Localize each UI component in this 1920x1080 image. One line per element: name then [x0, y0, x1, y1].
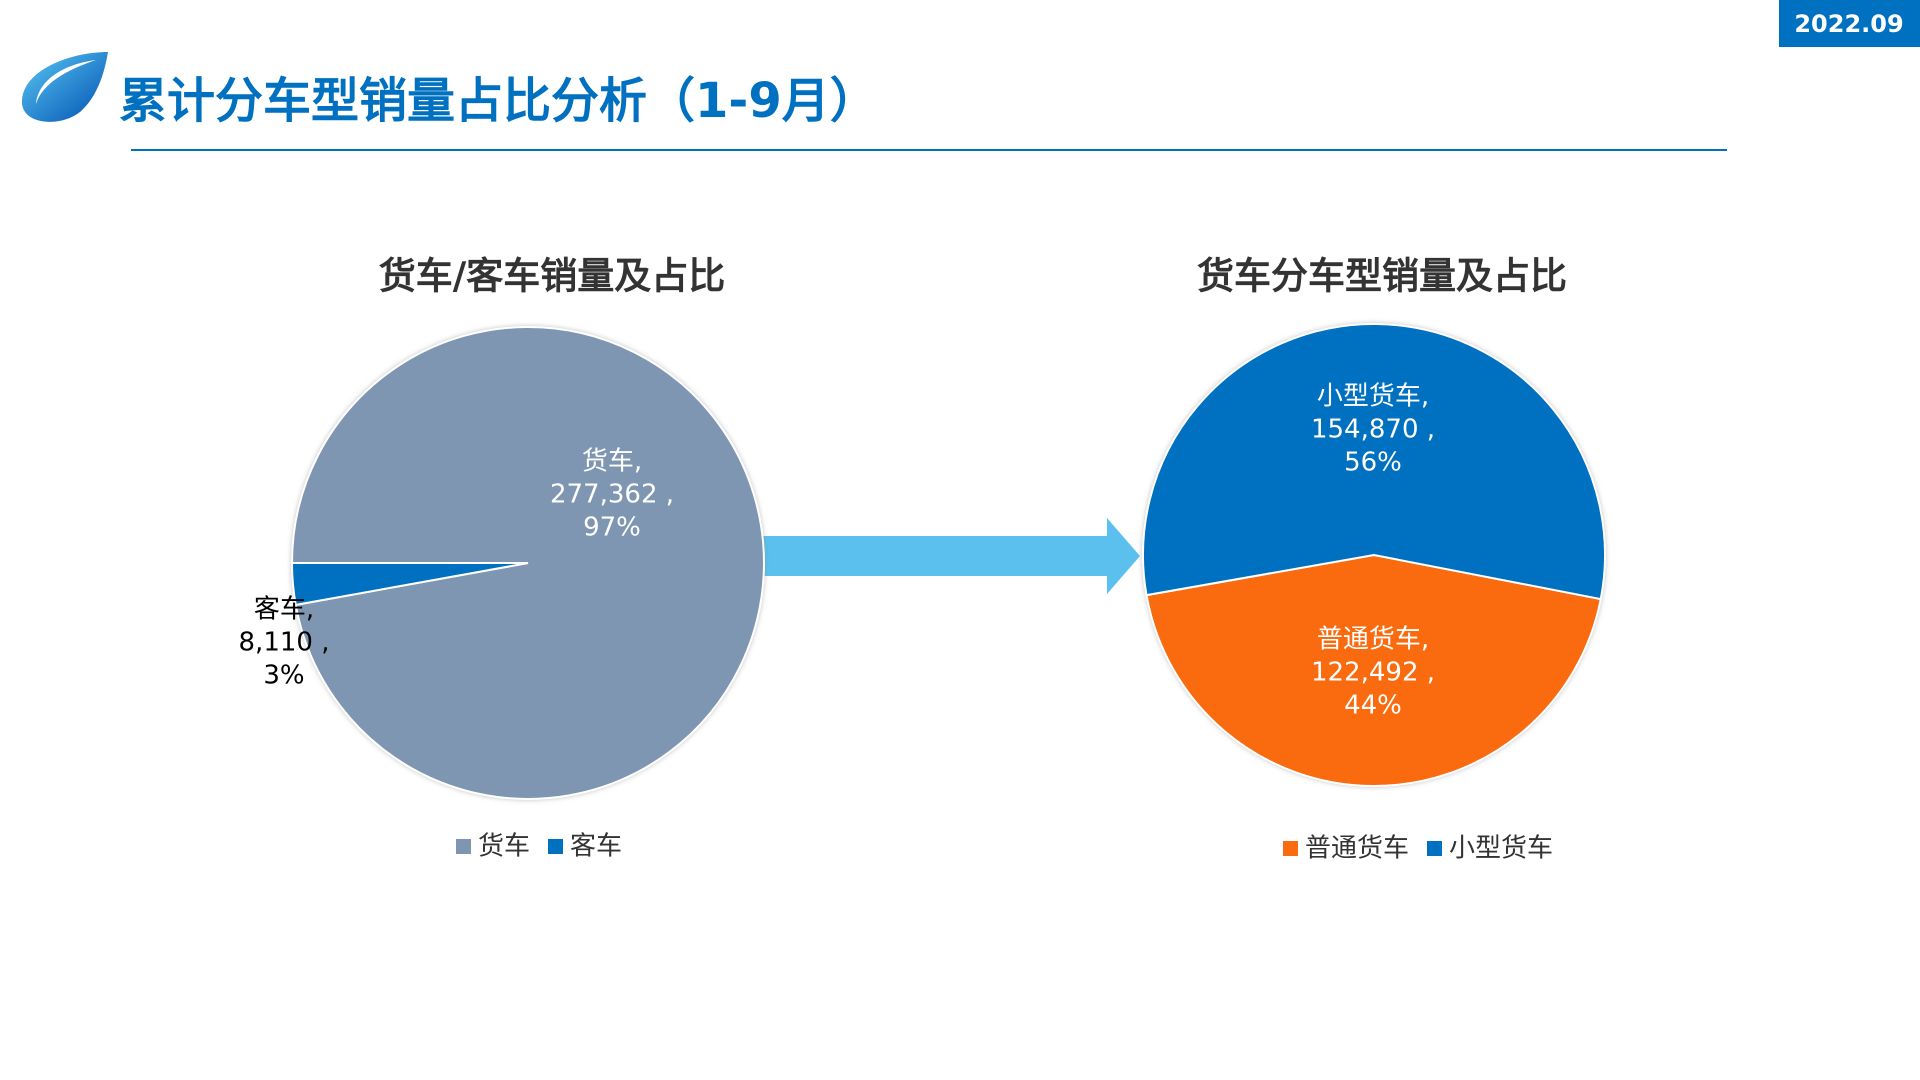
date: 2022.09 — [1794, 10, 1903, 38]
legend-swatch — [1427, 841, 1442, 856]
data-label: 货车, — [582, 447, 642, 477]
legend: 普通货车 小型货车 — [1282, 834, 1553, 864]
logo — [21, 52, 108, 122]
legend-swatch — [1282, 841, 1298, 856]
legend-label: 小型货车 — [1449, 834, 1553, 864]
data-label: 154,870 , — [1311, 415, 1435, 445]
legend-swatch — [455, 839, 471, 854]
data-label: 44% — [1344, 691, 1402, 721]
legend-label: 客车 — [570, 832, 622, 862]
data-label: 客车, — [254, 595, 314, 625]
pie-slice — [290, 562, 529, 607]
logo-highlight — [36, 60, 96, 104]
data-label: 97% — [583, 513, 641, 543]
data-label: 3% — [263, 661, 304, 691]
pie-slice — [1145, 553, 1602, 787]
data-label: 8,110 , — [239, 628, 330, 658]
legend-label: 货车 — [478, 832, 530, 862]
pie-slice — [1142, 323, 1606, 601]
data-label: 小型货车, — [1317, 382, 1429, 412]
legend: 货车 客车 — [455, 832, 622, 862]
chart-title: 货车/客车销量及占比 — [379, 255, 726, 298]
date-box — [1779, 0, 1920, 47]
data-label: 122,492 , — [1311, 658, 1435, 688]
data-label: 56% — [1344, 448, 1402, 478]
chart-title: 货车分车型销量及占比 — [1197, 255, 1567, 298]
legend-label: 普通货车 — [1305, 834, 1409, 864]
data-label: 普通货车, — [1317, 625, 1429, 655]
legend-swatch — [548, 839, 563, 854]
page-title: 累计分车型销量占比分析（1-9月） — [119, 73, 878, 129]
data-label: 277,362 , — [550, 480, 674, 510]
arrow — [726, 518, 1140, 594]
